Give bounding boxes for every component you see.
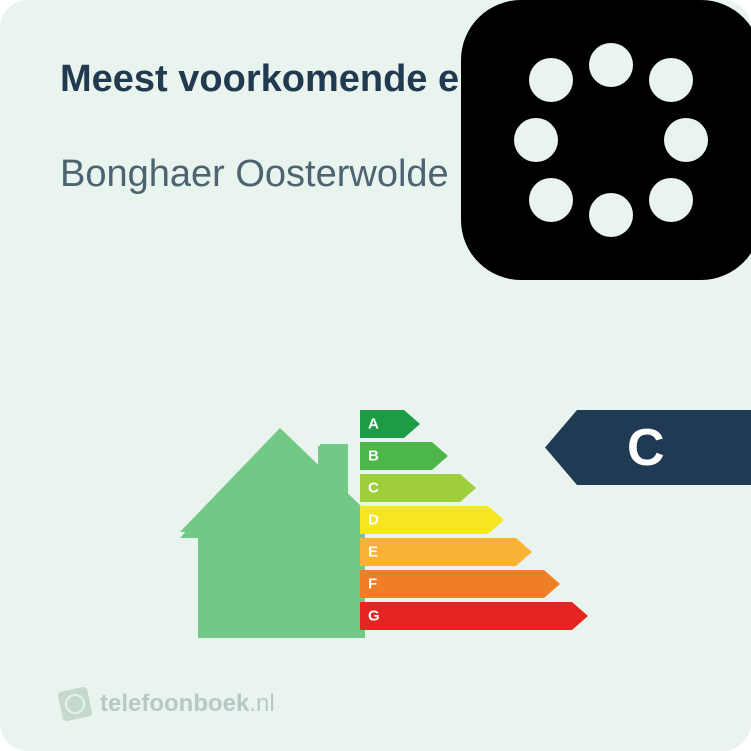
ladder-letter: C bbox=[368, 480, 379, 497]
ladder-bar: F bbox=[360, 570, 560, 598]
house-icon bbox=[180, 410, 365, 638]
ladder-row-b: B bbox=[360, 442, 448, 470]
card: Meest voorkomende energielabel: Bonghaer… bbox=[0, 0, 751, 751]
rating-badge-letter: C bbox=[627, 418, 665, 478]
subtitle: Bonghaer Oosterwolde (friesland) bbox=[60, 151, 691, 199]
ladder-letter: D bbox=[368, 512, 379, 529]
footer-brand-tld: .nl bbox=[249, 690, 274, 717]
footer-brand-name: telefoonboek bbox=[100, 690, 249, 717]
ladder-bar: B bbox=[360, 442, 448, 470]
ladder-letter: A bbox=[368, 416, 379, 433]
ladder-row-g: G bbox=[360, 602, 588, 630]
footer-brand: telefoonboek.nl bbox=[100, 690, 275, 718]
ladder-letter: F bbox=[368, 576, 377, 593]
footer-logo-icon bbox=[57, 686, 93, 722]
ladder-bar: A bbox=[360, 410, 420, 438]
ladder-bar: G bbox=[360, 602, 588, 630]
ladder-row-e: E bbox=[360, 538, 532, 566]
ladder-letter: E bbox=[368, 544, 378, 561]
ladder-row-c: C bbox=[360, 474, 476, 502]
energy-label-chart: ABCDEFG C bbox=[180, 410, 700, 660]
ladder-letter: G bbox=[368, 608, 380, 625]
footer: telefoonboek.nl bbox=[60, 689, 275, 719]
ladder-row-a: A bbox=[360, 410, 420, 438]
ladder-row-d: D bbox=[360, 506, 504, 534]
ladder-row-f: F bbox=[360, 570, 560, 598]
title: Meest voorkomende energielabel: bbox=[60, 58, 691, 101]
ladder-bar: C bbox=[360, 474, 476, 502]
ladder-bar: D bbox=[360, 506, 504, 534]
rating-badge: C bbox=[545, 410, 751, 485]
ladder-bar: E bbox=[360, 538, 532, 566]
ladder-letter: B bbox=[368, 448, 379, 465]
